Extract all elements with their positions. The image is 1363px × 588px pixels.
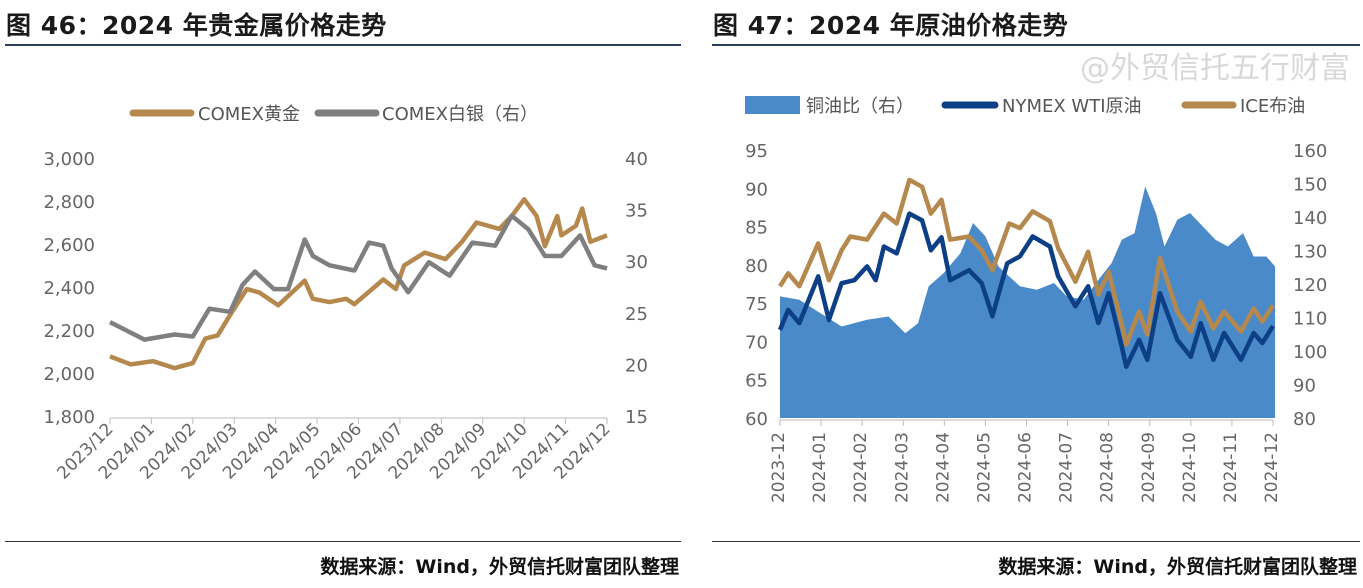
series-line-1 (108, 213, 608, 342)
x-tick-label: 2024-04 (933, 432, 953, 503)
y-left-tick-label: 2,200 (43, 321, 95, 342)
y-left-tick-label: 2,800 (43, 192, 95, 213)
y-right-tick-label: 40 (625, 149, 648, 170)
y-right-tick-label: 150 (1293, 175, 1327, 196)
legend-label-0: 铜油比（右） (806, 96, 914, 117)
y-right-tick-label: 90 (1293, 376, 1316, 397)
x-tick-label: 2024-03 (892, 432, 912, 503)
x-tick-label: 2024-09 (1139, 432, 1159, 503)
y-right-tick-label: 35 (625, 201, 648, 222)
y-right-tick-label: 140 (1293, 208, 1327, 229)
left-title-rule (5, 44, 681, 46)
series-area-0 (780, 186, 1276, 418)
y-left-tick-label: 85 (745, 218, 768, 239)
y-left-tick-label: 95 (745, 141, 768, 162)
y-left-tick-label: 90 (745, 179, 768, 200)
x-tick-label: 2024-01 (810, 432, 830, 503)
legend-swatch-0 (745, 96, 800, 114)
x-tick-label: 2023-12 (769, 432, 789, 503)
series-line-0 (109, 197, 608, 371)
left-chart-title: 图 46：2024 年贵金属价格走势 (6, 11, 387, 40)
y-left-tick-label: 70 (745, 332, 768, 353)
y-left-tick-label: 65 (745, 371, 768, 392)
right-footer-rule (712, 541, 1360, 542)
left-source-note: 数据来源：Wind，外贸信托财富团队整理 (320, 556, 679, 578)
x-tick-label: 2024-12 (1262, 432, 1282, 503)
x-tick-label: 2024-02 (851, 432, 871, 503)
y-right-tick-label: 30 (625, 252, 648, 273)
y-right-tick-label: 110 (1293, 309, 1327, 330)
right-title-rule (712, 44, 1360, 46)
y-left-tick-label: 2,400 (43, 278, 95, 299)
watermark: @外贸信托五行财富 (1080, 51, 1350, 86)
precious-metals-chart: COMEX黄金 COMEX白银（右）2023/122024/012024/0220… (43, 104, 648, 483)
legend-label-0: COMEX黄金 (198, 104, 300, 125)
right-chart-title: 图 47：2024 年原油价格走势 (713, 11, 1069, 40)
y-right-tick-label: 100 (1293, 342, 1327, 363)
y-left-tick-label: 1,800 (43, 407, 95, 428)
y-left-tick-label: 3,000 (43, 149, 95, 170)
y-left-tick-label: 2,600 (43, 235, 95, 256)
y-left-tick-label: 2,000 (43, 364, 95, 385)
y-right-tick-label: 130 (1293, 242, 1327, 263)
y-right-tick-label: 15 (625, 407, 648, 428)
crude-oil-chart: 铜油比（右） NYMEX WTI原油 ICE布油 2023-12 2024-01 2024… (745, 96, 1327, 503)
legend-label-1: NYMEX WTI原油 (1002, 96, 1142, 117)
series-line-1 (777, 211, 1275, 369)
left-footer-rule (5, 541, 681, 542)
y-right-tick-label: 120 (1293, 275, 1327, 296)
x-tick-label: 2024-05 (974, 432, 994, 503)
legend-label-1: COMEX白银（右） (382, 104, 538, 125)
x-tick-label: 2024-10 (1180, 432, 1200, 503)
y-left-tick-label: 60 (745, 409, 768, 430)
right-source-note: 数据来源：Wind，外贸信托财富团队整理 (998, 556, 1357, 578)
x-tick-label: 2024-06 (1016, 432, 1036, 503)
y-right-tick-label: 160 (1293, 141, 1327, 162)
y-right-tick-label: 80 (1293, 409, 1316, 430)
y-right-tick-label: 25 (625, 304, 648, 325)
x-tick-label: 2024-11 (1221, 432, 1241, 503)
y-left-tick-label: 80 (745, 256, 768, 277)
y-left-tick-label: 75 (745, 294, 768, 315)
x-tick-label: 2024-08 (1098, 432, 1118, 503)
y-right-tick-label: 20 (625, 355, 648, 376)
x-tick-label: 2024-07 (1057, 432, 1077, 503)
legend-label-2: ICE布油 (1240, 96, 1305, 117)
series-line-2 (778, 177, 1275, 347)
